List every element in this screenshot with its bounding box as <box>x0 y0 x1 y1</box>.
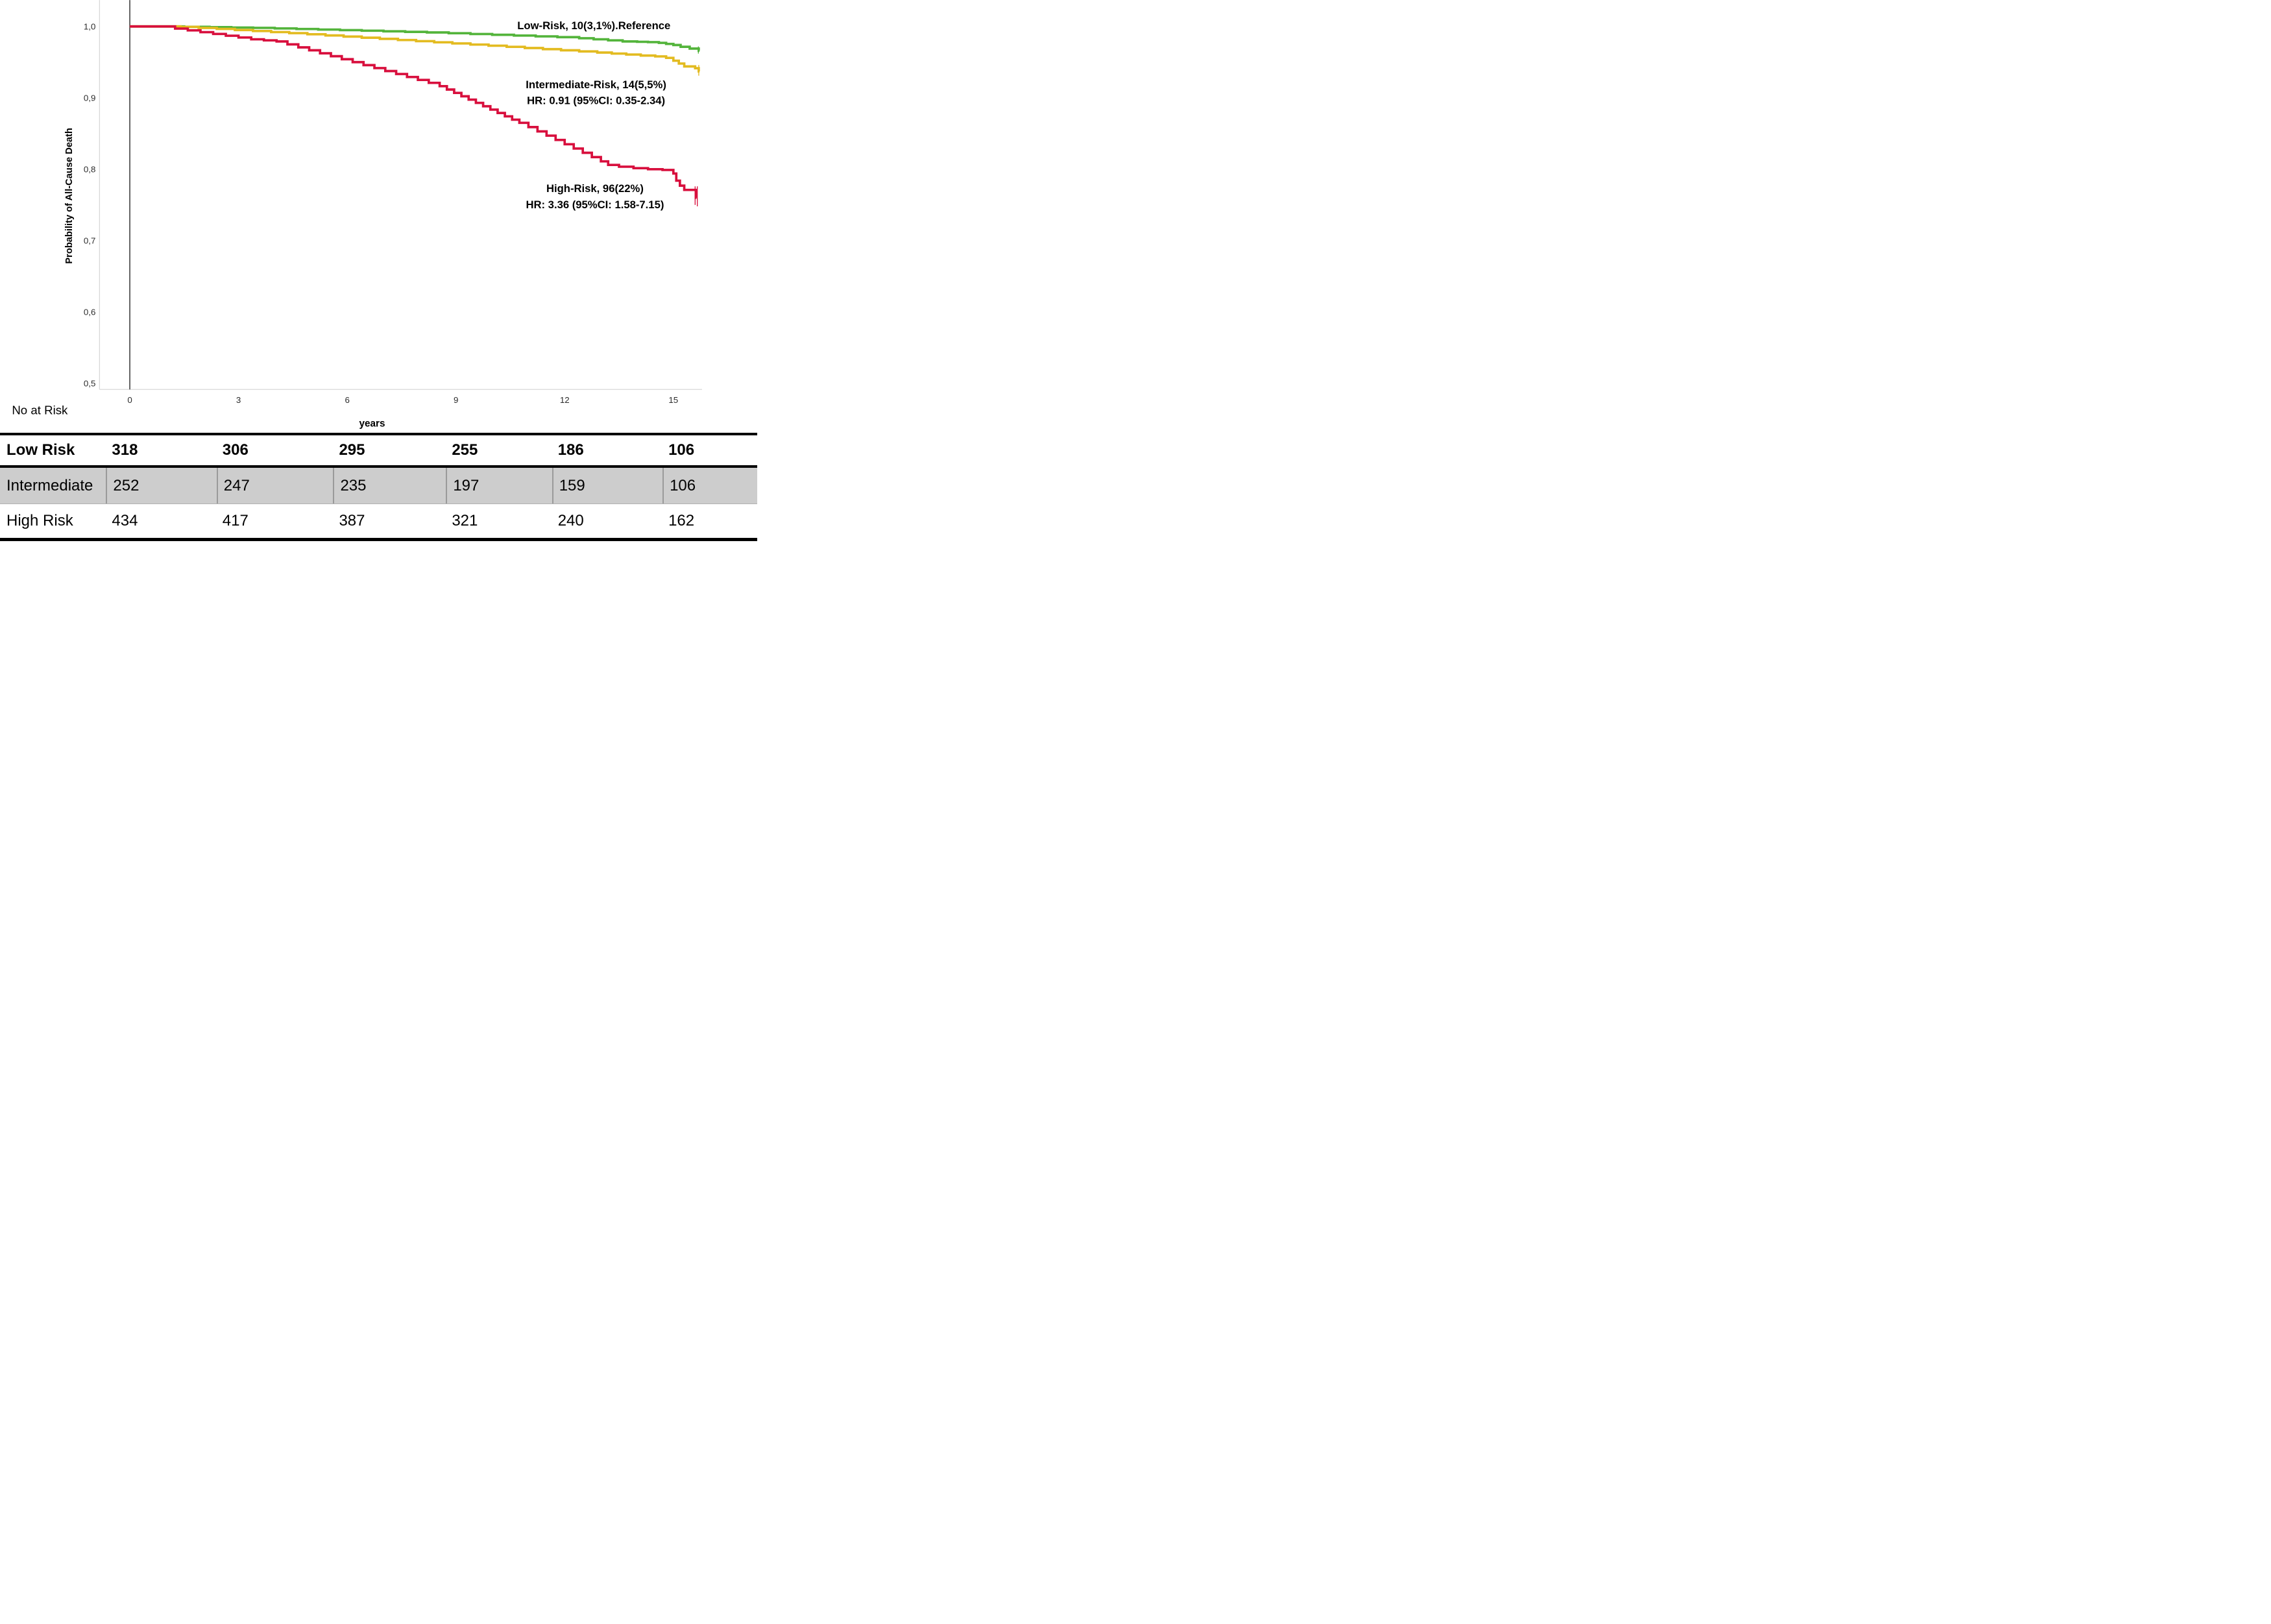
y-axis-title: Probability of All-Cause Death <box>64 128 75 264</box>
row-label: Low Risk <box>6 441 75 459</box>
x-tick-label: 6 <box>345 395 349 405</box>
figure-page: 1,0 0,9 0,8 0,7 0,6 0,5 0 3 6 9 12 15 Probability o… <box>0 0 757 541</box>
table-row-high-risk: High Risk 434 417 387 321 240 162 <box>0 504 757 538</box>
annotation-1-line-0: Intermediate-Risk, 14(5,5%) <box>526 79 666 91</box>
row-label: High Risk <box>6 512 73 529</box>
annotation-2-line-1: HR: 3.36 (95%CI: 1.58-7.15) <box>526 199 664 211</box>
x-tick-label: 0 <box>127 395 132 405</box>
risk-count: 417 <box>222 512 249 529</box>
y-tick-label: 0,8 <box>84 164 96 174</box>
risk-count: 318 <box>112 441 138 459</box>
risk-count: 321 <box>452 512 478 529</box>
risk-count: 186 <box>557 441 584 459</box>
x-axis-title: years <box>359 418 385 430</box>
number-at-risk-table: Low Risk 318 306 295 255 186 106 Interme… <box>0 433 757 541</box>
y-tick-label: 1,0 <box>84 21 96 31</box>
y-tick-label: 0,6 <box>84 308 96 317</box>
risk-count: 106 <box>668 441 695 459</box>
x-tick-label: 15 <box>668 395 678 405</box>
risk-count: 247 <box>216 468 334 503</box>
y-tick-label: 0,7 <box>84 236 96 246</box>
table-row-low-risk: Low Risk 318 306 295 255 186 106 <box>0 435 757 468</box>
no-at-risk-label: No at Risk <box>12 404 68 417</box>
annotation-2-line-0: High-Risk, 96(22%) <box>546 182 644 195</box>
annotation-1-line-1: HR: 0.91 (95%CI: 0.35-2.34) <box>527 94 665 106</box>
risk-count: 434 <box>112 512 138 529</box>
series-high-risk-curve <box>130 25 698 199</box>
risk-count: 387 <box>339 512 365 529</box>
risk-count: 255 <box>452 441 478 459</box>
series-low-risk-curve <box>130 25 700 52</box>
risk-count: 106 <box>662 468 757 503</box>
x-tick-label: 3 <box>236 395 241 405</box>
x-tick-label: 12 <box>560 395 570 405</box>
risk-count: 162 <box>668 512 695 529</box>
y-tick-label: 0,9 <box>84 93 96 103</box>
risk-count: 306 <box>222 441 249 459</box>
chart-generated-layer: 1,0 0,9 0,8 0,7 0,6 0,5 0 3 6 9 12 15 <box>84 0 702 405</box>
risk-count: 197 <box>446 468 552 503</box>
risk-count: 295 <box>339 441 365 459</box>
y-tick-label: 0,5 <box>84 379 96 389</box>
risk-count: 240 <box>557 512 584 529</box>
row-label: Intermediate <box>6 476 93 494</box>
x-tick-label: 9 <box>454 395 458 405</box>
chart-area: 1,0 0,9 0,8 0,7 0,6 0,5 0 3 6 9 12 15 Probability o… <box>0 0 757 433</box>
annotation-0-line-0: Low-Risk, 10(3,1%).Reference <box>517 19 670 32</box>
km-chart: 1,0 0,9 0,8 0,7 0,6 0,5 0 3 6 9 12 15 Probability o… <box>12 0 702 430</box>
risk-count: 159 <box>552 468 662 503</box>
risk-count: 252 <box>106 468 216 503</box>
risk-count: 235 <box>333 468 446 503</box>
table-row-intermediate: Intermediate 252 247 235 197 159 106 <box>0 468 757 504</box>
series-intermediate-risk-curve <box>130 25 700 73</box>
